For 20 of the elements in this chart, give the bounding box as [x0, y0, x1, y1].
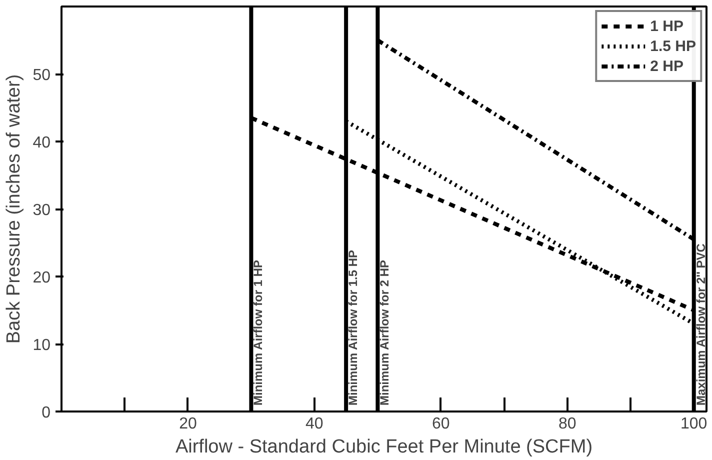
x-tick-label: 60	[432, 416, 450, 432]
legend-label: 1 HP	[650, 18, 684, 34]
y-tick-label: 10	[32, 337, 51, 354]
ref-line-label: Minimum Airflow for 1 HP	[251, 260, 266, 406]
ref-line-label: Minimum Airflow for 2 HP	[378, 260, 392, 406]
ref-line-label: Minimum Airflow for 1.5 HP	[346, 250, 360, 406]
x-tick-label: 20	[179, 416, 197, 432]
y-tick-label: 40	[32, 134, 51, 152]
y-tick-label: 20	[32, 270, 51, 286]
ref-line-label: Maximum Airflow for 2'' PVC	[694, 243, 708, 406]
legend-label: 2 HP	[650, 58, 684, 74]
y-axis-title: Back Pressure (inches of water)	[4, 74, 25, 344]
y-tick-label: 0	[42, 404, 51, 422]
x-tick-label: 40	[306, 416, 324, 432]
y-tick-label: 50	[32, 67, 51, 84]
y-tick-label: 30	[32, 202, 51, 219]
x-tick-label: 80	[558, 416, 576, 432]
x-tick-label: 100	[680, 416, 708, 432]
legend-label: 1.5 HP	[650, 38, 696, 54]
x-axis-title: Airflow - Standard Cubic Feet Per Minute (SCFM)	[175, 436, 593, 458]
